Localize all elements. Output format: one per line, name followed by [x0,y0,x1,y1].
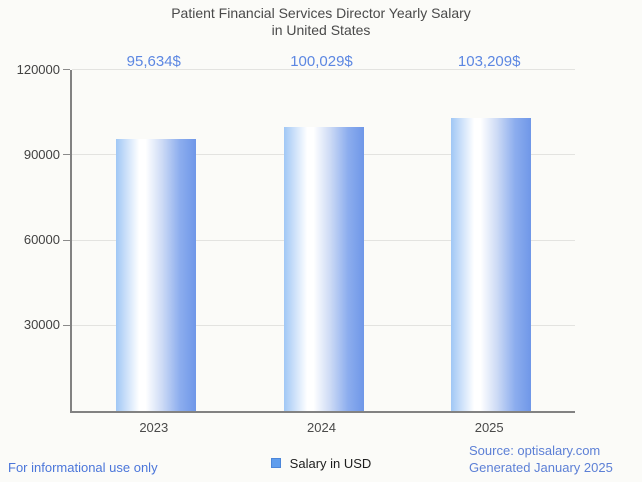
chart-title: Patient Financial Services Director Year… [0,5,642,39]
plot-area [63,69,575,413]
x-axis-label: 2023 [139,420,169,435]
disclaimer-text: For informational use only [8,460,158,475]
bar-value-label: 95,634$ [126,53,181,70]
legend: Salary in USD [0,455,642,471]
bar-value-label: 103,209$ [457,53,521,70]
y-axis-tick-label: 30000 [23,317,60,332]
chart-title-line1: Patient Financial Services Director Year… [171,5,471,21]
y-axis-tick [63,325,70,326]
chart-title-line2: in United States [271,22,371,38]
y-axis-tick [63,69,70,70]
y-axis-tick [63,154,70,155]
y-axis-tick [63,240,70,241]
x-axis-label: 2024 [307,420,336,435]
generated-text: Generated January 2025 [469,460,613,475]
source-info: Source: optisalary.com Generated January… [469,442,613,476]
y-axis-tick-label: 90000 [23,147,60,162]
gridline [72,69,575,70]
bar-value-label: 100,029$ [290,53,353,70]
bar-2024 [283,126,364,411]
source-text: Source: optisalary.com [469,443,601,458]
y-axis-tick-label: 60000 [23,232,60,247]
x-axis-label: 2025 [474,420,504,435]
bar-2025 [451,117,532,411]
bar-2023 [115,139,196,411]
y-axis-tick-label: 120000 [16,62,60,77]
legend-label: Salary in USD [289,455,372,471]
legend-swatch-icon [270,458,281,468]
